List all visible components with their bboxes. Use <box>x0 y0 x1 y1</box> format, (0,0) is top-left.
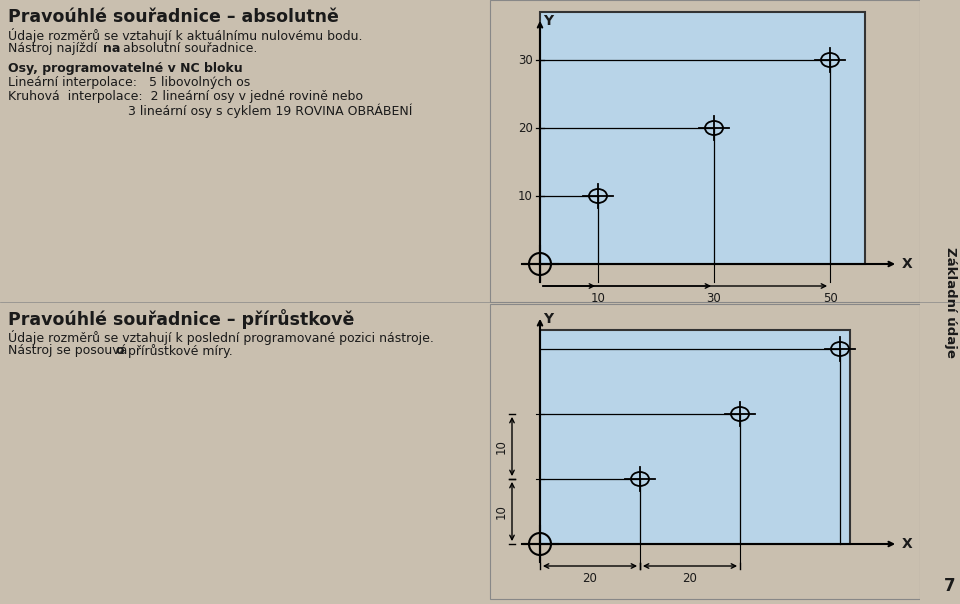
Bar <box>490 0 920 302</box>
Bar <box>540 330 850 544</box>
Text: 10: 10 <box>495 504 508 519</box>
Text: Osy, programovatelné v NC bloku: Osy, programovatelné v NC bloku <box>8 62 243 75</box>
Text: X: X <box>902 537 913 551</box>
Text: Y: Y <box>543 312 553 326</box>
Text: 20: 20 <box>683 572 697 585</box>
Text: o: o <box>115 344 124 357</box>
Text: 20: 20 <box>583 572 597 585</box>
Text: Lineární interpolace:   5 libovolných os: Lineární interpolace: 5 libovolných os <box>8 76 251 89</box>
Text: Pravoúhlé souřadnice – absolutně: Pravoúhlé souřadnice – absolutně <box>8 8 339 26</box>
Text: Nástroj najíždí: Nástroj najíždí <box>8 42 101 55</box>
Text: Kruhová  interpolace:  2 lineární osy v jedné rovině nebo: Kruhová interpolace: 2 lineární osy v je… <box>8 90 363 103</box>
Text: 10: 10 <box>590 292 606 305</box>
Text: 10: 10 <box>518 190 533 202</box>
Text: Pravoúhlé souřadnice – přírůstkově: Pravoúhlé souřadnice – přírůstkově <box>8 309 354 329</box>
Bar <box>490 304 920 599</box>
Text: 20: 20 <box>518 121 533 135</box>
Text: 50: 50 <box>823 292 837 305</box>
Text: absolutní souřadnice.: absolutní souřadnice. <box>119 42 257 55</box>
Text: 3 lineární osy s cyklem 19 ROVINA OBRÁBENÍ: 3 lineární osy s cyklem 19 ROVINA OBRÁBE… <box>8 104 413 118</box>
Text: Základní údaje: Základní údaje <box>944 246 956 358</box>
Text: Údaje rozměrů se vztahují k aktuálnímu nulovému bodu.: Údaje rozměrů se vztahují k aktuálnímu n… <box>8 28 363 43</box>
Text: 30: 30 <box>518 54 533 66</box>
Text: 7: 7 <box>945 577 956 595</box>
Bar <box>540 13 865 264</box>
Text: na: na <box>103 42 120 55</box>
Text: přírůstkové míry.: přírůstkové míry. <box>124 344 232 358</box>
Text: Údaje rozměrů se vztahují k poslední programované pozici nástroje.: Údaje rozměrů se vztahují k poslední pro… <box>8 330 434 345</box>
Text: X: X <box>902 257 913 271</box>
Bar <box>920 0 960 604</box>
Text: Nástroj se posouvá: Nástroj se posouvá <box>8 344 132 357</box>
Text: Y: Y <box>543 14 553 28</box>
Text: 30: 30 <box>707 292 721 305</box>
Text: 10: 10 <box>495 439 508 454</box>
